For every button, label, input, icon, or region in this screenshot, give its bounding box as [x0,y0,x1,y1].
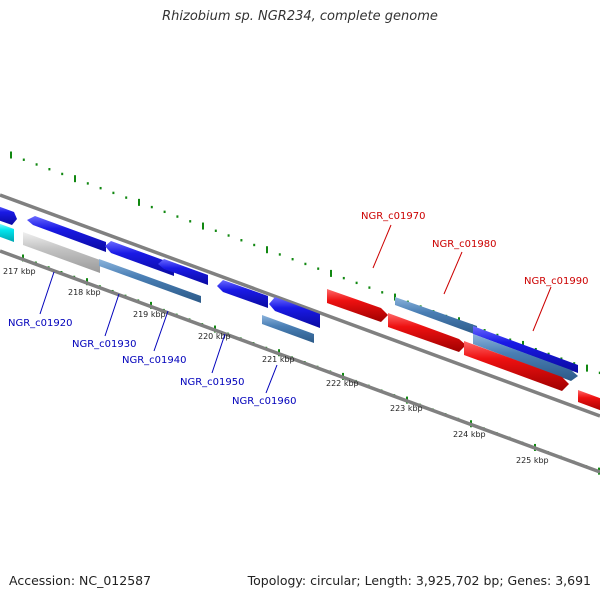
leader-line [532,286,552,332]
tick-label: 219 kbp [133,310,166,319]
backbone-outer-line [0,193,600,418]
gene-arrow[interactable] [578,390,600,412]
gene-arrow[interactable] [0,222,14,242]
gene-arrow[interactable] [23,232,100,273]
gene-label[interactable]: NGR_c01930 [72,339,137,350]
leader-line [153,310,169,352]
gene-arrow[interactable] [327,289,388,322]
backbone [0,193,600,474]
tick-label: 222 kbp [326,379,359,388]
gene-label[interactable]: NGR_c01990 [524,276,589,287]
gene-arrow[interactable] [262,315,314,343]
gene-label[interactable]: NGR_c01970 [361,211,426,222]
backbone-inner-line [0,249,600,474]
gene-arrow[interactable] [464,341,569,391]
gene-arrow[interactable] [105,241,174,276]
tick-label: 218 kbp [68,288,101,297]
gene-arrow[interactable] [217,280,268,308]
tick-label: 223 kbp [390,404,423,413]
gene-labels: NGR_c01920 NGR_c01930 NGR_c01940 NGR_c01… [8,211,589,407]
tick-label: 220 kbp [198,332,231,341]
gene-arrow[interactable] [473,334,578,381]
leader-line [372,224,392,269]
gene-label[interactable]: NGR_c01980 [432,239,497,250]
leader-line [265,364,278,394]
gene-arrow[interactable] [473,326,578,373]
gene-arrow[interactable] [395,297,477,335]
tick-label: 225 kbp [516,456,549,465]
gene-arrow[interactable] [269,297,320,328]
leader-line [39,271,55,315]
gene-arrow[interactable] [0,205,17,225]
genes [0,205,600,412]
tick-label: 224 kbp [453,430,486,439]
gene-arrow[interactable] [27,216,106,252]
gene-label[interactable]: NGR_c01920 [8,318,73,329]
accession-text: Accession: NC_012587 [9,573,152,588]
tick-label: 217 kbp [3,267,36,276]
gene-arrow[interactable] [388,313,466,352]
tick-labels: 217 kbp 218 kbp 219 kbp 220 kbp 221 kbp … [3,267,549,465]
gene-label[interactable]: NGR_c01950 [180,377,245,388]
map-title: Rhizobium sp. NGR234, complete genome [162,9,438,24]
leader-line [443,251,463,295]
gene-label[interactable]: NGR_c01940 [122,355,187,366]
gene-arrow[interactable] [158,259,208,285]
tick-label: 221 kbp [262,355,295,364]
genome-summary-text: Topology: circular; Length: 3,925,702 bp… [247,573,591,588]
gene-label-leaders [39,224,552,394]
gene-arrow[interactable] [99,259,201,303]
gene-label[interactable]: NGR_c01960 [232,396,297,407]
leader-line [211,333,226,374]
leader-line [104,293,120,337]
